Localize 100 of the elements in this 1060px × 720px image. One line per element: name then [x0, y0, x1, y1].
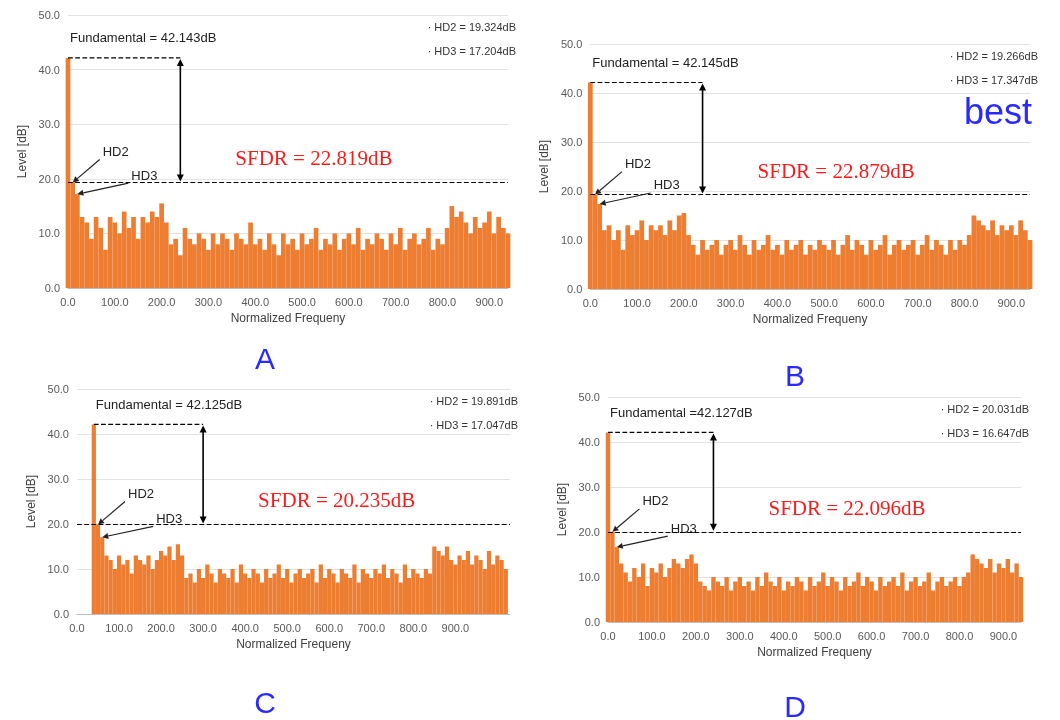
bar [777, 577, 782, 622]
y-tick-label: 50.0 [560, 38, 583, 50]
bar [486, 551, 492, 614]
text: best [963, 90, 1032, 132]
bar [755, 577, 760, 622]
bar [327, 569, 332, 614]
bar [785, 581, 791, 622]
x-tick-label: 300.0 [189, 621, 217, 634]
y-tick-label: 10.0 [38, 227, 60, 240]
bar [891, 244, 897, 289]
x-tick-label: 0.0 [600, 629, 616, 642]
annotation: Fundamental = 42.145dB [592, 54, 739, 70]
x-tick-label: 100.0 [101, 295, 129, 308]
bar [878, 577, 883, 622]
x-tick-label: 800.0 [945, 629, 974, 642]
x-tick-label: 900.0 [475, 295, 504, 308]
bar [499, 560, 504, 614]
bar [632, 568, 637, 622]
y-tick-label: 30.0 [578, 481, 600, 493]
bar [255, 573, 260, 614]
bar [1014, 563, 1019, 622]
bar [293, 573, 298, 614]
x-tick-label: 300.0 [716, 296, 745, 309]
y-tick-label: 30.0 [560, 136, 583, 148]
x-tick-label: 100.0 [638, 629, 666, 642]
bar [230, 569, 235, 614]
bar [332, 233, 338, 288]
x-tick-label: 600.0 [857, 629, 886, 642]
y-axis-title: Level [dB] [14, 124, 29, 179]
bar [681, 213, 687, 289]
bar [728, 240, 734, 289]
bar [196, 569, 202, 614]
bar [474, 555, 479, 614]
bar [251, 569, 256, 614]
bar [763, 572, 769, 622]
bar [167, 546, 172, 614]
y-tick-label: 40.0 [578, 436, 600, 448]
x-axis-title: Normalized Frequeny [236, 637, 351, 651]
bar [799, 581, 804, 622]
bar [381, 564, 386, 614]
bar [318, 564, 323, 614]
x-tick-label: 200.0 [147, 621, 175, 634]
x-tick-label: 100.0 [105, 621, 133, 634]
text: D [784, 689, 806, 720]
annotation: · HD3 = 16.647dB [940, 427, 1029, 439]
bar [649, 568, 655, 622]
bar [91, 424, 96, 614]
x-tick-label: 200.0 [147, 295, 176, 308]
annotation: · HD3 = 17.204dB [427, 45, 516, 57]
y-tick-label: 0.0 [53, 608, 69, 620]
bar [640, 563, 646, 622]
x-tick-label: 700.0 [381, 295, 410, 308]
bar [996, 563, 1002, 622]
y-tick-label: 10.0 [560, 234, 583, 246]
bar [121, 211, 127, 288]
x-tick-label: 400.0 [241, 295, 269, 308]
bar [472, 217, 478, 288]
x-axis-title: Normalized Frequeny [230, 311, 346, 325]
bar [205, 564, 210, 614]
x-axis-title: Normalized Frequeny [752, 312, 868, 326]
bar [856, 572, 861, 622]
bar [355, 227, 361, 288]
bar [865, 577, 870, 622]
annotation: HD3 [670, 520, 697, 536]
annotation: · HD3 = 17.347dB [949, 74, 1038, 86]
bar [957, 240, 963, 289]
x-tick-label: 500.0 [810, 296, 838, 309]
bar [116, 555, 122, 614]
bar [843, 577, 848, 622]
x-tick-label: 500.0 [813, 629, 842, 642]
bar [702, 586, 707, 622]
bar [886, 581, 892, 622]
annotation: HD3 [156, 510, 183, 526]
bar [266, 233, 272, 288]
x-tick-label: 0.0 [69, 621, 85, 634]
annotation: · HD3 = 17.047dB [429, 419, 518, 431]
bar [784, 240, 790, 289]
bar [149, 211, 155, 288]
text: A [254, 341, 276, 375]
annotation: · HD2 = 19.891dB [429, 395, 518, 407]
bar [935, 581, 940, 622]
bar [364, 573, 370, 614]
y-axis-title: Level [dB] [23, 474, 38, 529]
bar [821, 572, 826, 622]
x-tick-label: 800.0 [428, 295, 457, 308]
x-tick-label: 200.0 [670, 296, 698, 309]
annotation: Fundamental = 42.125dB [95, 396, 243, 412]
bar [794, 577, 800, 622]
bar [478, 560, 483, 614]
bar [146, 555, 151, 614]
bar [952, 577, 958, 622]
bar [639, 220, 645, 289]
x-tick-label: 400.0 [231, 621, 259, 634]
bar [394, 573, 399, 614]
x-tick-label: 900.0 [997, 296, 1026, 309]
bar [737, 577, 743, 622]
bar [276, 564, 281, 614]
bar [306, 573, 311, 614]
annotation: · HD2 = 19.266dB [949, 50, 1038, 62]
x-tick-label: 200.0 [682, 629, 710, 642]
